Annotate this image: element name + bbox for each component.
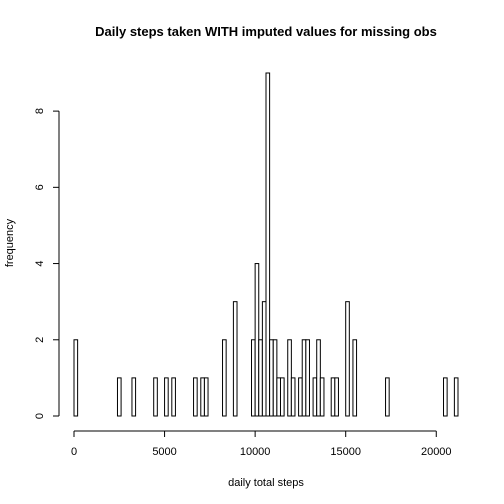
y-tick-label: 2 [34,337,46,343]
histogram-bar [272,339,278,417]
histogram-bar [312,377,318,417]
x-axis: 0 5000 10000 15000 20000 [71,430,452,458]
histogram-bar [258,339,263,417]
histogram-bar [385,377,390,417]
y-axis: 0 2 4 6 8 [34,108,60,419]
x-tick-label: 5000 [152,446,176,458]
histogram-bar [443,377,448,417]
chart-title: Daily steps taken WITH imputed values fo… [95,24,437,39]
y-axis-label: frequency [4,218,16,267]
histogram-bar [345,301,350,417]
y-tick-label: 4 [34,260,46,266]
y-tick-label: 6 [34,184,46,190]
histogram-bar [298,377,303,417]
histogram-bar [222,339,227,417]
histogram-bar [305,339,310,417]
y-tick-label: 0 [34,413,46,419]
histogram-bar [131,377,137,417]
histogram-bar [153,377,158,417]
histogram-bar [171,377,176,417]
histogram-bar [251,339,256,417]
x-tick-label: 0 [71,446,77,458]
histogram-bar [200,377,205,417]
x-tick-label: 15000 [330,446,361,458]
histogram-bar [330,377,336,417]
bars-group [73,72,459,417]
histogram-bar [261,301,267,417]
histogram-bar [316,339,321,417]
histogram-bar [193,377,198,417]
histogram-bar [232,301,238,417]
histogram-bar [254,263,260,417]
histogram-bar [203,377,209,417]
histogram-bar [453,377,459,417]
histogram-bar [334,377,339,417]
histogram-bar [73,339,79,417]
x-axis-label: daily total steps [228,477,304,489]
histogram-bar [265,72,271,417]
histogram-bar [276,377,281,417]
histogram-bar [279,377,285,417]
histogram-bar [287,339,292,417]
x-tick-label: 20000 [421,446,452,458]
histogram-bar [301,339,307,417]
histogram-bar [269,339,274,417]
histogram-bar [290,377,296,417]
histogram-bar [352,339,358,417]
histogram-bar [319,377,325,417]
histogram-bar [164,377,169,417]
y-tick-label: 8 [34,108,46,114]
x-tick-label: 10000 [240,446,271,458]
histogram-bar [116,377,122,417]
